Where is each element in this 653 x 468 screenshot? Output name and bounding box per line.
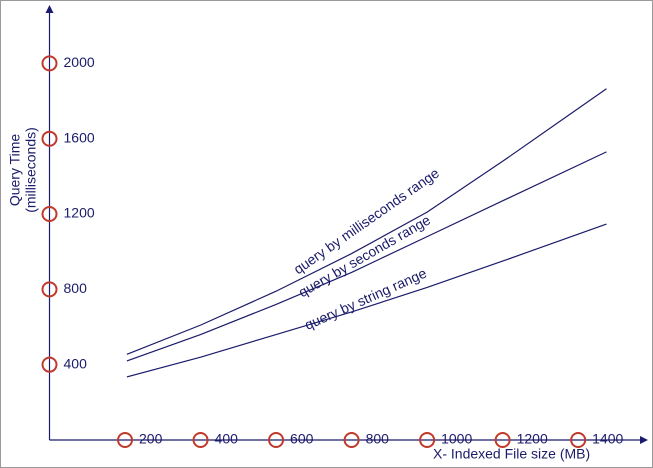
tick-mark (419, 432, 436, 448)
tick-mark (117, 432, 134, 448)
y-tick-label: 1600 (64, 129, 95, 145)
x-tick-label: 800 (366, 431, 390, 447)
y-tick-label: 400 (64, 355, 88, 371)
x-tick-label: 400 (215, 431, 239, 447)
tick-mark (268, 432, 285, 448)
line (126, 223, 607, 378)
y-tick-label: 800 (64, 280, 88, 296)
x-tick-label: 600 (290, 431, 314, 447)
line (126, 88, 607, 355)
tick-mark (41, 281, 58, 298)
line (126, 151, 607, 362)
y-axis-title: Query Time (7, 134, 23, 207)
tick-mark (41, 356, 58, 373)
y-axis-title: (milliseconds) (23, 127, 39, 213)
x-tick-label: 1400 (592, 431, 623, 447)
x-axis-title: X- Indexed File size (MB) (433, 446, 590, 462)
x-tick-label: 200 (139, 431, 163, 447)
tick-mark (343, 432, 360, 448)
tick-mark (41, 130, 58, 147)
tick-mark (41, 206, 58, 223)
tick-mark (192, 432, 209, 448)
tick-mark (494, 432, 511, 448)
arrow (640, 436, 648, 444)
tick-mark (570, 432, 587, 448)
tick-mark (41, 55, 58, 72)
x-tick-label: 1000 (441, 431, 472, 447)
y-tick-label: 1200 (64, 205, 95, 221)
arrow (45, 5, 54, 13)
x-tick-label: 1200 (517, 431, 548, 447)
y-tick-label: 2000 (64, 54, 95, 70)
